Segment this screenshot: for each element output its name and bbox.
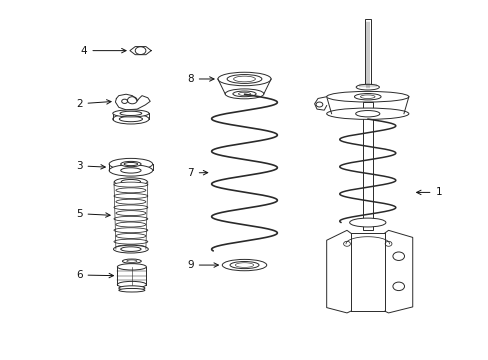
Polygon shape xyxy=(314,97,326,110)
Ellipse shape xyxy=(349,218,385,227)
Text: 4: 4 xyxy=(81,46,126,56)
Circle shape xyxy=(392,252,404,260)
Ellipse shape xyxy=(117,264,146,270)
Ellipse shape xyxy=(354,94,380,100)
Ellipse shape xyxy=(109,165,152,176)
Ellipse shape xyxy=(116,245,145,250)
Text: 7: 7 xyxy=(187,168,207,178)
Ellipse shape xyxy=(114,239,147,244)
Ellipse shape xyxy=(116,188,145,193)
Ellipse shape xyxy=(113,110,149,117)
Ellipse shape xyxy=(326,108,408,120)
Ellipse shape xyxy=(109,158,152,170)
Bar xyxy=(362,102,372,230)
Text: 1: 1 xyxy=(416,188,441,197)
Ellipse shape xyxy=(224,89,264,99)
Text: 9: 9 xyxy=(187,260,218,270)
Text: 6: 6 xyxy=(76,270,113,280)
Bar xyxy=(364,19,370,88)
Ellipse shape xyxy=(114,228,147,233)
Ellipse shape xyxy=(226,75,262,84)
Ellipse shape xyxy=(114,182,147,187)
Polygon shape xyxy=(384,230,412,313)
Polygon shape xyxy=(326,230,350,313)
Ellipse shape xyxy=(222,260,266,271)
Ellipse shape xyxy=(121,161,141,167)
Ellipse shape xyxy=(355,111,379,117)
Ellipse shape xyxy=(122,259,141,263)
Circle shape xyxy=(392,282,404,291)
Ellipse shape xyxy=(121,247,141,251)
Ellipse shape xyxy=(116,199,145,204)
Text: 8: 8 xyxy=(187,74,214,84)
Ellipse shape xyxy=(218,72,270,86)
Ellipse shape xyxy=(113,114,149,124)
Text: 5: 5 xyxy=(76,209,110,219)
Ellipse shape xyxy=(114,205,147,210)
Text: 3: 3 xyxy=(76,161,105,171)
Ellipse shape xyxy=(229,261,259,269)
Ellipse shape xyxy=(121,180,140,184)
Ellipse shape xyxy=(232,91,256,97)
Ellipse shape xyxy=(117,282,146,288)
Ellipse shape xyxy=(116,233,145,238)
Ellipse shape xyxy=(121,168,141,173)
Ellipse shape xyxy=(114,178,147,186)
Ellipse shape xyxy=(114,194,147,198)
Ellipse shape xyxy=(326,91,408,102)
Ellipse shape xyxy=(116,222,145,227)
Text: 2: 2 xyxy=(76,99,111,109)
Polygon shape xyxy=(115,94,150,110)
Ellipse shape xyxy=(116,211,145,216)
Ellipse shape xyxy=(119,288,144,292)
Ellipse shape xyxy=(355,84,379,90)
Ellipse shape xyxy=(119,286,144,291)
Ellipse shape xyxy=(113,245,148,253)
Ellipse shape xyxy=(114,216,147,221)
